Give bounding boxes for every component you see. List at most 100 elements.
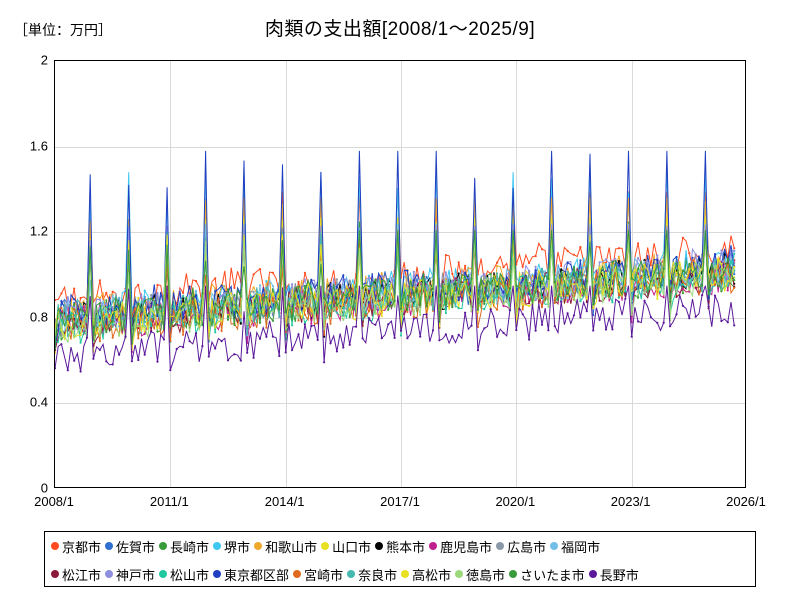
series-marker [617,283,621,286]
series-marker [406,310,409,313]
series-marker [560,272,563,276]
series-marker [681,292,685,295]
series-marker [150,297,153,300]
legend-label: 広島市 [507,539,547,555]
series-marker [252,356,255,359]
series-marker [444,271,447,274]
series-marker [188,302,191,305]
series-marker [220,318,223,321]
series-marker [611,261,614,264]
series-marker [649,264,653,267]
series-marker [252,273,255,276]
series-marker [720,286,723,289]
series-marker [617,255,621,258]
series-marker [303,301,306,304]
series-marker [329,342,332,345]
legend-item-佐賀市[interactable]: 佐賀市 [105,537,155,556]
legend-dot-icon [105,570,114,578]
legend-item-奈良市[interactable]: 奈良市 [347,565,397,584]
legend-item-長野市[interactable]: 長野市 [588,565,639,584]
series-marker [566,261,569,264]
series-marker [214,290,217,293]
legend-item-熊本市[interactable]: 熊本市 [375,537,425,556]
series-marker [194,320,198,323]
legend-item-長崎市[interactable]: 長崎市 [159,537,209,556]
series-marker [713,265,717,268]
series-marker [335,285,338,289]
series-marker [323,333,326,336]
series-marker [310,288,313,291]
series-marker [733,249,736,252]
series-marker [188,340,191,343]
series-marker [675,273,678,277]
series-marker [617,296,621,299]
legend-item-和歌山市[interactable]: 和歌山市 [254,537,317,556]
series-marker [431,287,435,290]
series-marker [201,292,204,295]
legend-item-宮崎市[interactable]: 宮崎市 [293,565,343,584]
series-marker [579,295,582,298]
series-marker [662,267,665,270]
legend-dot-icon [588,570,597,578]
series-marker [547,329,550,332]
series-marker [271,319,274,322]
x-tick-5: 2023/1 [610,494,651,509]
series-marker [688,252,691,255]
series-marker [60,300,63,303]
series-marker [111,311,114,314]
legend-item-松江市[interactable]: 松江市 [51,565,101,584]
series-marker [214,313,217,316]
series-marker [316,292,319,295]
y-tick-5: 2 [40,52,48,68]
series-marker [521,271,524,274]
series-marker [188,285,191,288]
series-marker [604,258,608,261]
series-marker [169,340,172,343]
series-marker [150,330,153,333]
series-marker [265,283,268,286]
series-marker [252,311,255,314]
legend-item-東京都区部[interactable]: 東京都区部 [213,565,289,584]
legend-item-堺市[interactable]: 堺市 [213,537,250,556]
series-marker [393,299,396,303]
series-marker [496,335,499,338]
series-marker [271,284,274,288]
legend-item-福岡市[interactable]: 福岡市 [550,537,600,556]
series-marker [73,303,76,306]
series-marker [380,301,383,304]
series-marker [380,272,383,275]
series-marker [233,294,236,297]
series-marker [92,357,95,360]
series-marker [643,260,646,263]
series-marker [175,347,178,351]
series-marker [534,265,537,268]
series-marker [137,358,140,362]
legend-dot-icon [550,542,559,550]
series-marker [335,278,338,281]
series-marker [207,355,210,358]
series-marker [303,278,306,281]
legend-item-山口市[interactable]: 山口市 [321,537,371,556]
series-marker [233,308,236,311]
legend-item-高松市[interactable]: 高松市 [401,565,451,584]
legend-item-広島市[interactable]: 広島市 [496,537,546,556]
legend-item-徳島市[interactable]: 徳島市 [455,565,505,584]
series-marker [451,283,454,286]
series-marker [335,311,338,314]
x-tick-0: 2008/1 [34,494,74,509]
series-marker [323,327,326,331]
legend-item-さいたま市[interactable]: さいたま市 [509,565,585,584]
series-marker [124,314,127,317]
series-marker [55,349,57,352]
legend-item-神戸市[interactable]: 神戸市 [105,565,155,584]
legend-item-京都市[interactable]: 京都市 [51,537,101,556]
series-marker [694,286,697,289]
series-marker [111,320,114,323]
legend-item-松山市[interactable]: 松山市 [159,565,209,584]
legend-item-鹿児島市[interactable]: 鹿児島市 [429,537,492,556]
series-marker [579,259,582,262]
series-marker [585,293,588,296]
series-marker [412,279,415,282]
series-marker [271,310,274,313]
